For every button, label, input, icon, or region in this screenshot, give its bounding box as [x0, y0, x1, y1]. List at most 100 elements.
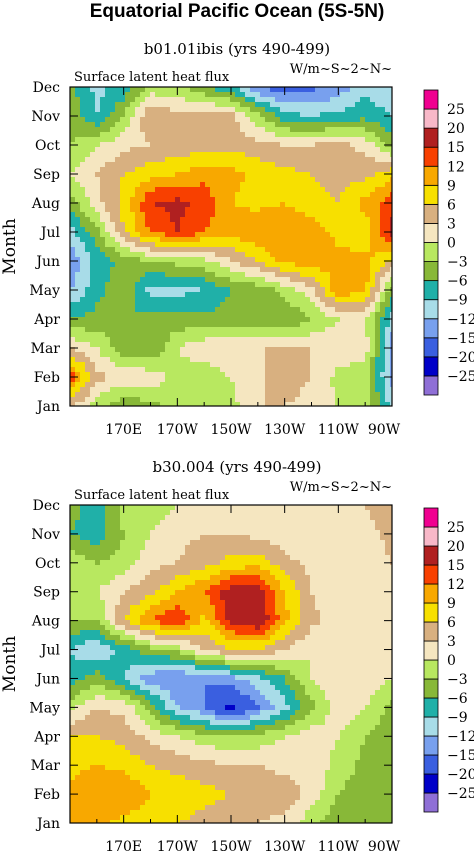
contour-cell — [280, 102, 286, 108]
contour-cell — [190, 387, 196, 393]
contour-cell — [365, 332, 371, 338]
contour-cell — [110, 520, 116, 526]
contour-cell — [300, 387, 306, 393]
contour-cell — [175, 387, 181, 393]
y-axis-title: Month — [0, 218, 20, 274]
contour-cell — [280, 107, 286, 113]
contour-cell — [235, 152, 241, 158]
contour-cell — [220, 137, 226, 143]
contour-cell — [215, 292, 221, 298]
contour-cell — [290, 227, 296, 233]
contour-cell — [170, 535, 176, 541]
contour-cell — [80, 187, 86, 193]
contour-cell — [305, 232, 311, 238]
contour-cell — [250, 147, 256, 153]
contour-cell — [220, 237, 226, 243]
contour-cell — [115, 397, 121, 403]
contour-cell — [120, 257, 126, 263]
contour-cell — [320, 342, 326, 348]
contour-cell — [270, 107, 276, 113]
contour-cell — [365, 347, 371, 353]
contour-cell — [380, 177, 386, 183]
contour-cell — [115, 530, 121, 536]
contour-cell — [245, 197, 251, 203]
contour-cell — [110, 102, 116, 108]
contour-cell — [250, 217, 256, 223]
contour-cell — [130, 267, 136, 273]
contour-cell — [335, 545, 341, 551]
contour-cell — [175, 312, 181, 318]
contour-cell — [275, 277, 281, 283]
contour-cell — [165, 192, 171, 198]
contour-cell — [355, 87, 361, 93]
contour-cell — [260, 202, 266, 208]
contour-cell — [75, 132, 81, 138]
contour-cell — [270, 252, 276, 258]
contour-cell — [135, 402, 141, 407]
contour-cell — [160, 262, 166, 268]
contour-cell — [165, 162, 171, 168]
contour-cell — [255, 192, 261, 198]
contour-cell — [265, 387, 271, 393]
contour-cell — [380, 192, 386, 198]
contour-cell — [140, 252, 146, 258]
contour-cell — [375, 247, 381, 253]
contour-cell — [180, 312, 186, 318]
contour-cell — [310, 227, 316, 233]
contour-cell — [265, 237, 271, 243]
contour-cell — [190, 107, 196, 113]
contour-cell — [195, 122, 201, 128]
contour-cell — [90, 247, 96, 253]
contour-cell — [165, 520, 171, 526]
contour-cell — [200, 192, 206, 198]
contour-cell — [355, 382, 361, 388]
contour-cell — [230, 267, 236, 273]
contour-cell — [380, 97, 386, 103]
contour-cell — [210, 132, 216, 138]
contour-cell — [125, 362, 131, 368]
contour-cell — [80, 127, 86, 133]
contour-cell — [70, 555, 76, 561]
contour-cell — [205, 342, 211, 348]
contour-cell — [205, 397, 211, 403]
contour-cell — [340, 182, 346, 188]
contour-cell — [230, 97, 236, 103]
contour-cell — [225, 530, 231, 536]
contour-cell — [275, 137, 281, 143]
contour-cell — [100, 387, 106, 393]
contour-cell — [380, 505, 386, 511]
contour-cell — [315, 237, 321, 243]
contour-cell — [170, 337, 176, 343]
contour-cell — [370, 520, 376, 526]
contour-cell — [365, 177, 371, 183]
contour-cell — [375, 545, 381, 551]
contour-cell — [275, 307, 281, 313]
contour-cell — [260, 515, 266, 521]
contour-cell — [205, 332, 211, 338]
contour-cell — [315, 187, 321, 193]
contour-cell — [235, 312, 241, 318]
contour-cell — [355, 142, 361, 148]
contour-cell — [230, 167, 236, 173]
colorbar-label: −15 — [447, 331, 474, 347]
contour-cell — [365, 357, 371, 363]
contour-cell — [255, 377, 261, 383]
contour-cell — [380, 387, 386, 393]
contour-cell — [250, 242, 256, 248]
contour-cell — [70, 92, 76, 98]
contour-cell — [375, 267, 381, 273]
contour-cell — [360, 377, 366, 383]
contour-cell — [70, 535, 76, 541]
contour-cell — [360, 147, 366, 153]
contour-cell — [300, 227, 306, 233]
contour-cell — [300, 287, 306, 293]
contour-cell — [365, 147, 371, 153]
contour-cell — [115, 112, 121, 118]
contour-cell — [385, 312, 391, 318]
contour-cell — [195, 372, 201, 378]
contour-cell — [255, 277, 261, 283]
contour-cell — [265, 297, 271, 303]
contour-cell — [345, 535, 351, 541]
contour-cell — [165, 217, 171, 223]
contour-cell — [260, 287, 266, 293]
